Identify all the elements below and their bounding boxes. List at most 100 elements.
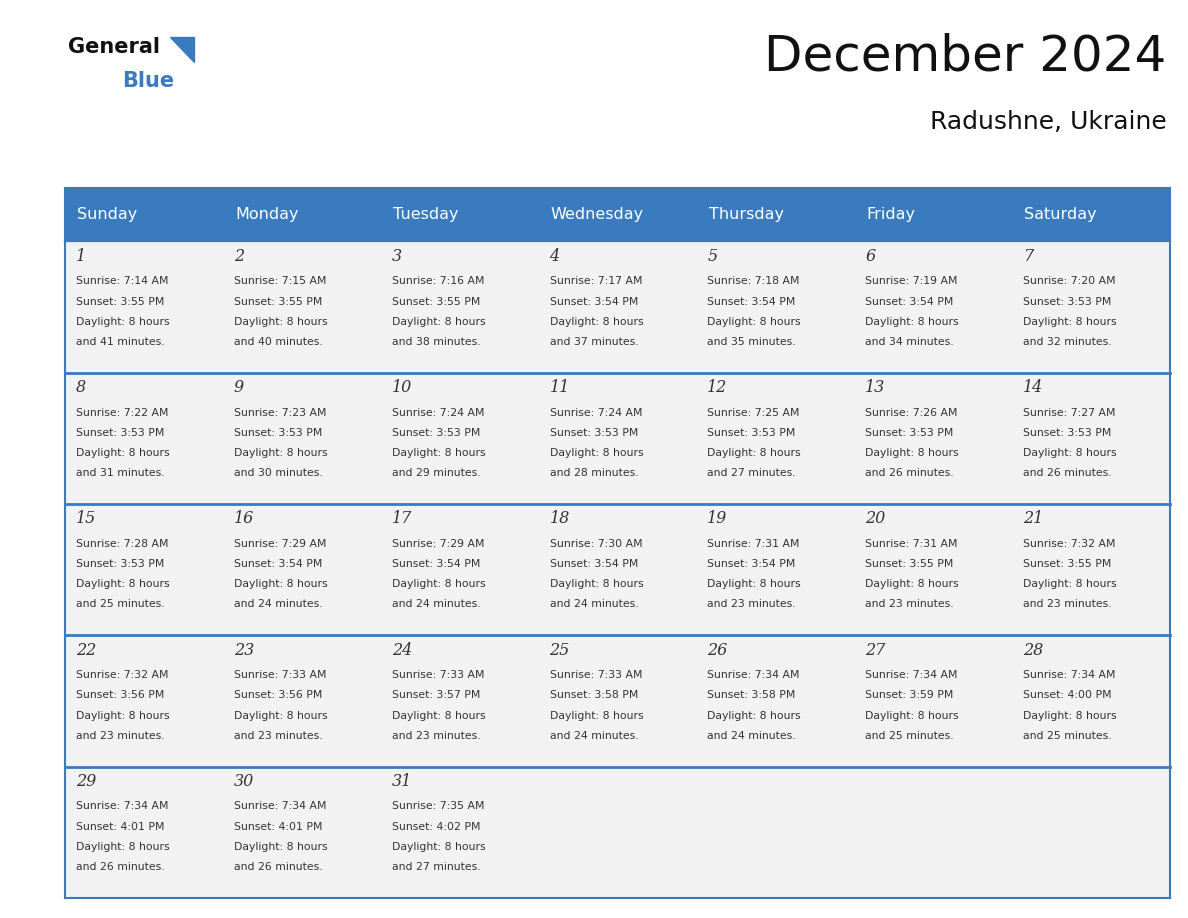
Text: Sunset: 3:57 PM: Sunset: 3:57 PM [392, 690, 480, 700]
FancyBboxPatch shape [854, 767, 1012, 898]
Text: Friday: Friday [866, 207, 916, 222]
Text: 1: 1 [76, 248, 87, 265]
Text: Sunset: 3:54 PM: Sunset: 3:54 PM [392, 559, 480, 569]
Text: Sunrise: 7:19 AM: Sunrise: 7:19 AM [865, 276, 958, 286]
Text: 27: 27 [865, 642, 885, 659]
Text: and 27 minutes.: and 27 minutes. [392, 862, 480, 872]
Text: 28: 28 [1023, 642, 1043, 659]
FancyBboxPatch shape [854, 188, 1012, 241]
Text: Daylight: 8 hours: Daylight: 8 hours [865, 317, 959, 327]
Text: Sunrise: 7:20 AM: Sunrise: 7:20 AM [1023, 276, 1116, 286]
Text: Sunrise: 7:23 AM: Sunrise: 7:23 AM [234, 408, 327, 418]
Text: Sunrise: 7:34 AM: Sunrise: 7:34 AM [234, 801, 327, 812]
Text: 6: 6 [865, 248, 876, 265]
Text: Sunset: 3:53 PM: Sunset: 3:53 PM [1023, 297, 1112, 307]
Text: and 28 minutes.: and 28 minutes. [550, 468, 638, 478]
Text: Sunset: 3:58 PM: Sunset: 3:58 PM [550, 690, 638, 700]
Text: and 23 minutes.: and 23 minutes. [1023, 599, 1112, 610]
Text: Daylight: 8 hours: Daylight: 8 hours [707, 317, 801, 327]
Text: Sunset: 3:54 PM: Sunset: 3:54 PM [707, 297, 796, 307]
Text: 18: 18 [550, 510, 570, 528]
Text: Sunset: 3:55 PM: Sunset: 3:55 PM [392, 297, 480, 307]
FancyBboxPatch shape [539, 373, 696, 504]
Text: Thursday: Thursday [708, 207, 784, 222]
Text: and 32 minutes.: and 32 minutes. [1023, 337, 1112, 347]
Text: Sunset: 3:53 PM: Sunset: 3:53 PM [76, 428, 164, 438]
Text: 19: 19 [707, 510, 727, 528]
Text: Sunrise: 7:33 AM: Sunrise: 7:33 AM [550, 670, 642, 680]
Text: Daylight: 8 hours: Daylight: 8 hours [707, 448, 801, 458]
FancyBboxPatch shape [223, 504, 381, 635]
Text: 22: 22 [76, 642, 96, 659]
Text: Sunrise: 7:34 AM: Sunrise: 7:34 AM [1023, 670, 1116, 680]
Text: Sunrise: 7:24 AM: Sunrise: 7:24 AM [550, 408, 642, 418]
Text: 5: 5 [707, 248, 718, 265]
FancyBboxPatch shape [539, 635, 696, 767]
Text: Sunrise: 7:35 AM: Sunrise: 7:35 AM [392, 801, 485, 812]
Text: Daylight: 8 hours: Daylight: 8 hours [392, 842, 486, 852]
Text: Daylight: 8 hours: Daylight: 8 hours [76, 711, 170, 721]
Text: 11: 11 [550, 379, 570, 397]
FancyBboxPatch shape [65, 241, 223, 373]
Text: 20: 20 [865, 510, 885, 528]
FancyBboxPatch shape [1012, 504, 1170, 635]
Text: Sunset: 3:55 PM: Sunset: 3:55 PM [1023, 559, 1112, 569]
Text: Sunrise: 7:31 AM: Sunrise: 7:31 AM [865, 539, 958, 549]
Text: and 25 minutes.: and 25 minutes. [865, 731, 954, 741]
Text: 29: 29 [76, 773, 96, 790]
Text: 31: 31 [392, 773, 412, 790]
Text: and 23 minutes.: and 23 minutes. [707, 599, 796, 610]
Text: Blue: Blue [122, 71, 175, 91]
Text: Sunrise: 7:28 AM: Sunrise: 7:28 AM [76, 539, 169, 549]
Text: Daylight: 8 hours: Daylight: 8 hours [234, 579, 328, 589]
Text: Sunrise: 7:16 AM: Sunrise: 7:16 AM [392, 276, 485, 286]
FancyBboxPatch shape [223, 635, 381, 767]
Text: Sunrise: 7:34 AM: Sunrise: 7:34 AM [707, 670, 800, 680]
Text: Sunrise: 7:24 AM: Sunrise: 7:24 AM [392, 408, 485, 418]
Text: and 26 minutes.: and 26 minutes. [865, 468, 954, 478]
FancyBboxPatch shape [1012, 635, 1170, 767]
Text: and 23 minutes.: and 23 minutes. [865, 599, 954, 610]
Text: 14: 14 [1023, 379, 1043, 397]
Text: Daylight: 8 hours: Daylight: 8 hours [865, 579, 959, 589]
Text: Daylight: 8 hours: Daylight: 8 hours [1023, 711, 1117, 721]
Text: Daylight: 8 hours: Daylight: 8 hours [392, 579, 486, 589]
FancyBboxPatch shape [223, 767, 381, 898]
Text: Sunrise: 7:33 AM: Sunrise: 7:33 AM [392, 670, 485, 680]
FancyBboxPatch shape [381, 635, 539, 767]
Text: Sunrise: 7:31 AM: Sunrise: 7:31 AM [707, 539, 800, 549]
FancyBboxPatch shape [854, 635, 1012, 767]
Text: and 23 minutes.: and 23 minutes. [392, 731, 480, 741]
Text: Sunset: 3:55 PM: Sunset: 3:55 PM [76, 297, 164, 307]
Text: Daylight: 8 hours: Daylight: 8 hours [234, 711, 328, 721]
Text: Monday: Monday [235, 207, 298, 222]
FancyBboxPatch shape [539, 767, 696, 898]
Text: and 40 minutes.: and 40 minutes. [234, 337, 323, 347]
Text: 3: 3 [392, 248, 402, 265]
Text: Sunrise: 7:27 AM: Sunrise: 7:27 AM [1023, 408, 1116, 418]
Text: Sunset: 3:53 PM: Sunset: 3:53 PM [234, 428, 322, 438]
Text: 26: 26 [707, 642, 727, 659]
FancyBboxPatch shape [223, 241, 381, 373]
Text: Sunset: 3:54 PM: Sunset: 3:54 PM [550, 559, 638, 569]
Text: 23: 23 [234, 642, 254, 659]
FancyBboxPatch shape [381, 504, 539, 635]
Text: Daylight: 8 hours: Daylight: 8 hours [1023, 317, 1117, 327]
Text: 17: 17 [392, 510, 412, 528]
FancyBboxPatch shape [223, 188, 381, 241]
FancyBboxPatch shape [381, 241, 539, 373]
FancyBboxPatch shape [696, 373, 854, 504]
FancyBboxPatch shape [696, 767, 854, 898]
Text: and 27 minutes.: and 27 minutes. [707, 468, 796, 478]
Text: Sunset: 3:56 PM: Sunset: 3:56 PM [234, 690, 322, 700]
Text: Sunrise: 7:18 AM: Sunrise: 7:18 AM [707, 276, 800, 286]
Text: 30: 30 [234, 773, 254, 790]
Text: Saturday: Saturday [1024, 207, 1097, 222]
Text: and 38 minutes.: and 38 minutes. [392, 337, 480, 347]
Text: 16: 16 [234, 510, 254, 528]
Text: Sunset: 3:53 PM: Sunset: 3:53 PM [1023, 428, 1112, 438]
FancyBboxPatch shape [65, 373, 223, 504]
Text: Sunset: 4:01 PM: Sunset: 4:01 PM [76, 822, 164, 832]
Text: Daylight: 8 hours: Daylight: 8 hours [234, 448, 328, 458]
Text: Sunset: 3:55 PM: Sunset: 3:55 PM [234, 297, 322, 307]
